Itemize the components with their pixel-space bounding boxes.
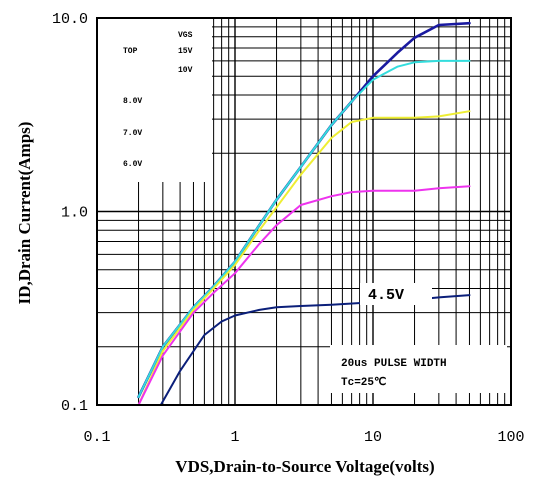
y-tick-label: 1.0 <box>61 205 88 222</box>
x-tick-label: 10 <box>364 429 382 446</box>
x-tick-label: 100 <box>497 429 524 446</box>
legend-value-8v: 8.0V <box>123 97 142 106</box>
series-line-6-0v <box>137 185 471 406</box>
tick-labels: 0.1 1 10 100 0.1 1.0 10.0 <box>52 11 525 446</box>
y-axis-title: ID,Drain Current(Amps) <box>15 122 34 305</box>
legend-value-10v: 10V <box>178 66 193 75</box>
y-tick-label: 0.1 <box>61 398 88 415</box>
pulse-width-note: 20us PULSE WIDTH <box>341 358 447 370</box>
legend-value-15v: 15V <box>178 47 193 56</box>
series-line-10v <box>137 59 471 398</box>
legend-value-7v: 7.0V <box>123 129 142 138</box>
grid <box>97 18 511 405</box>
legend-box <box>98 19 212 182</box>
legend-header: VGS <box>178 31 193 40</box>
legend: VGS TOP 15V 10V 8.0V 7.0V 6.0V <box>98 19 212 182</box>
x-axis-title: VDS,Drain-to-Source Voltage(volts) <box>175 457 434 476</box>
temperature-note: Tc=25℃ <box>341 376 386 389</box>
pulse-note-box <box>330 345 507 393</box>
pulse-note: 20us PULSE WIDTH Tc=25℃ <box>330 345 507 393</box>
y-tick-label: 10.0 <box>52 11 88 28</box>
legend-value-6v: 6.0V <box>123 160 142 169</box>
series-line-8-0v <box>137 110 471 406</box>
x-tick-label: 1 <box>230 429 239 446</box>
x-tick-label: 0.1 <box>83 429 110 446</box>
label-4-5v-box <box>360 283 432 305</box>
label-4-5v: 4.5V <box>360 283 432 305</box>
label-4-5v-text: 4.5V <box>368 287 404 304</box>
legend-tag-top: TOP <box>123 47 138 56</box>
plot-frame <box>96 17 512 406</box>
